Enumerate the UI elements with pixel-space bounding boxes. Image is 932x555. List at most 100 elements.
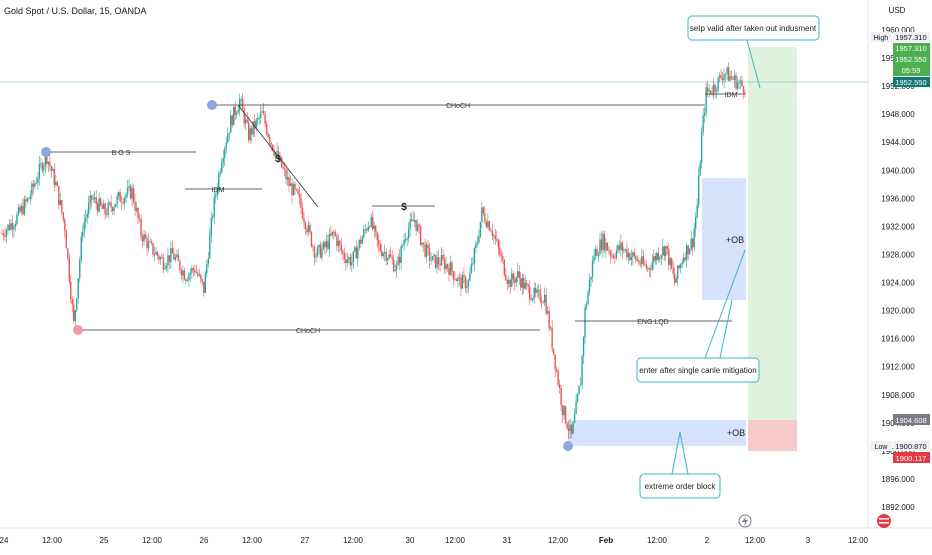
candle-body bbox=[576, 394, 579, 402]
candle-body bbox=[395, 264, 398, 270]
candle-body bbox=[644, 263, 646, 265]
candle-body bbox=[286, 176, 289, 180]
price-tick-label: 1960.000 bbox=[881, 26, 915, 35]
candle-body bbox=[506, 280, 508, 284]
candle-body bbox=[454, 279, 456, 281]
candle-body bbox=[512, 273, 514, 280]
candle-body bbox=[113, 206, 115, 211]
time-tick-label: 25 bbox=[100, 536, 109, 545]
price-tick-label: 1920.000 bbox=[881, 307, 915, 316]
candle-body bbox=[720, 75, 722, 79]
candle-body bbox=[614, 257, 616, 259]
candle-body bbox=[143, 234, 145, 242]
candle-body bbox=[324, 242, 326, 248]
order-block-lower[interactable] bbox=[568, 420, 746, 446]
current-price-text: 1952.550 bbox=[895, 55, 926, 64]
candle-body bbox=[485, 221, 488, 227]
candle-body bbox=[88, 203, 90, 214]
price-tick-label: 1908.000 bbox=[881, 391, 915, 400]
candle-body bbox=[706, 87, 709, 92]
candle-body bbox=[73, 304, 75, 322]
candle-body bbox=[564, 406, 567, 424]
trendline bbox=[237, 104, 319, 208]
candle-body bbox=[13, 226, 15, 230]
candle-body bbox=[494, 235, 497, 240]
time-tick-label: 12:00 bbox=[548, 536, 569, 545]
candle-body bbox=[618, 245, 621, 250]
candle-body bbox=[295, 189, 298, 191]
candle-body bbox=[434, 254, 437, 268]
candle-body bbox=[230, 115, 232, 133]
candle-body bbox=[123, 197, 126, 204]
candle-body bbox=[107, 202, 109, 215]
candle-body bbox=[475, 243, 477, 249]
pivot-marker-high[interactable] bbox=[207, 100, 217, 110]
candle-body bbox=[125, 194, 127, 198]
time-tick-label: 31 bbox=[503, 536, 512, 545]
pivot-marker-extreme[interactable] bbox=[563, 441, 573, 451]
candle-body bbox=[443, 258, 446, 270]
candle-body bbox=[723, 74, 725, 81]
candle-body bbox=[612, 255, 615, 258]
candle-body bbox=[473, 248, 476, 264]
candle-body bbox=[318, 244, 320, 248]
candle-body bbox=[461, 275, 464, 289]
candle-body bbox=[591, 260, 594, 277]
candle-body bbox=[472, 263, 474, 265]
candle-body bbox=[372, 216, 374, 230]
symbol-title[interactable]: Gold Spot / U.S. Dollar, 15, OANDA bbox=[4, 6, 147, 16]
low-tag-value: 1900.870 bbox=[895, 442, 926, 451]
candle-body bbox=[111, 207, 114, 211]
candle-body bbox=[337, 240, 340, 246]
candle-body bbox=[645, 264, 648, 269]
candle-body bbox=[425, 244, 428, 257]
time-tick-label: 2 bbox=[705, 536, 710, 545]
candle-body bbox=[530, 299, 532, 301]
pivot-marker-bos[interactable] bbox=[41, 147, 51, 157]
candle-body bbox=[224, 148, 226, 159]
candle-body bbox=[470, 264, 473, 274]
candle-body bbox=[404, 238, 407, 241]
stop-zone[interactable] bbox=[748, 420, 797, 451]
candle-body bbox=[342, 250, 344, 254]
candle-body bbox=[1, 233, 3, 235]
candle-body bbox=[457, 277, 459, 282]
candle-body bbox=[236, 113, 238, 115]
candle-body bbox=[650, 269, 652, 271]
candle-body bbox=[736, 82, 739, 89]
candle-body bbox=[401, 245, 404, 247]
candle-body bbox=[570, 424, 573, 434]
candle-body bbox=[158, 255, 160, 260]
callout-bottom[interactable]: extreme order block bbox=[639, 431, 721, 499]
candle-body bbox=[733, 75, 736, 80]
candle-body bbox=[25, 199, 27, 202]
candle-body bbox=[660, 255, 662, 258]
candle-body bbox=[300, 197, 302, 209]
flag-icon[interactable] bbox=[877, 514, 891, 528]
candle-body bbox=[460, 277, 462, 289]
candle-body bbox=[65, 230, 67, 249]
price-tick-label: 1916.000 bbox=[881, 335, 915, 344]
candle-body bbox=[520, 278, 522, 288]
lightning-icon[interactable] bbox=[738, 514, 752, 528]
candle-body bbox=[578, 385, 580, 395]
order-block-upper[interactable] bbox=[702, 178, 746, 300]
candle-body bbox=[192, 268, 195, 271]
candle-body bbox=[53, 168, 56, 185]
candle-body bbox=[120, 201, 123, 203]
candle-body bbox=[730, 76, 733, 78]
candle-body bbox=[304, 222, 307, 230]
callout-top[interactable]: setp valid after taken out indusment bbox=[687, 15, 820, 89]
candle-body bbox=[316, 247, 319, 257]
candle-body bbox=[569, 424, 571, 431]
candle-body bbox=[213, 196, 215, 217]
candle-body bbox=[80, 236, 82, 261]
pivot-marker-low[interactable] bbox=[73, 325, 83, 335]
candle-body bbox=[669, 258, 671, 266]
candle-body bbox=[410, 219, 413, 221]
candle-body bbox=[744, 92, 746, 94]
callout-mid[interactable]: enter after single canle mitigation bbox=[636, 249, 760, 383]
candle-body bbox=[623, 249, 625, 251]
